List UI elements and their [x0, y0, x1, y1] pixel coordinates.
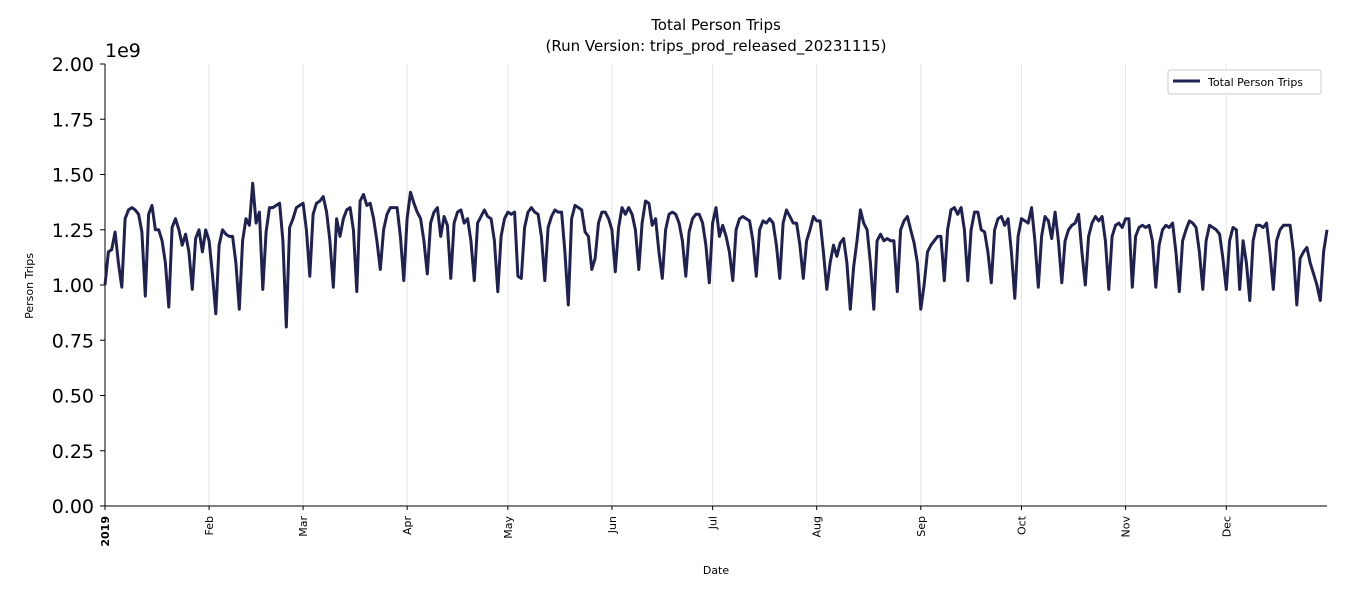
x-tick-label: Aug	[811, 516, 824, 537]
x-axis: 2019 Feb Mar Apr May Jun Jul Aug Sep Oct Nov Dec	[99, 505, 1327, 547]
y-tick-label: 1.75	[52, 109, 94, 131]
x-tick-label: Feb	[203, 516, 216, 535]
chart-title: Total Person Trips	[650, 16, 781, 34]
y-axis: 0.00 0.25 0.50 0.75 1.00 1.25 1.50 1.75 2.00	[52, 54, 106, 518]
series-group	[103, 181, 1329, 329]
x-tick-label: Dec	[1220, 516, 1233, 537]
y-tick-label: 0.00	[52, 496, 94, 518]
y-tick-label: 1.25	[52, 220, 94, 242]
x-tick-label: Jul	[707, 516, 720, 530]
x-tick-label: May	[502, 516, 515, 539]
x-axis-label: Date	[703, 564, 730, 577]
y-offset-label: 1e9	[105, 40, 141, 62]
x-tick-label: Nov	[1120, 516, 1133, 538]
legend-box	[1167, 69, 1322, 95]
x-tick-label: Oct	[1016, 515, 1029, 535]
x-tick-label: 2019	[99, 516, 112, 547]
x-tick-label: Apr	[401, 516, 414, 536]
series-line	[103, 181, 1329, 329]
x-tick-label: Mar	[297, 516, 310, 537]
y-tick-label: 1.50	[52, 165, 94, 187]
y-tick-label: 1.00	[52, 275, 94, 297]
y-tick-label: 0.50	[52, 386, 94, 408]
y-axis-label: Person Trips	[23, 253, 36, 319]
legend-label: Total Person Trips	[1207, 76, 1303, 89]
chart-subtitle: (Run Version: trips_prod_released_202311…	[546, 37, 887, 56]
y-tick-label: 0.25	[52, 441, 94, 463]
y-tick-label: 0.75	[52, 330, 94, 352]
legend: Total Person Trips	[1167, 69, 1322, 95]
x-tick-label: Jun	[606, 516, 619, 534]
grid-lines	[208, 64, 1227, 506]
y-tick-label: 2.00	[52, 54, 94, 76]
x-tick-label: Sep	[915, 516, 928, 537]
